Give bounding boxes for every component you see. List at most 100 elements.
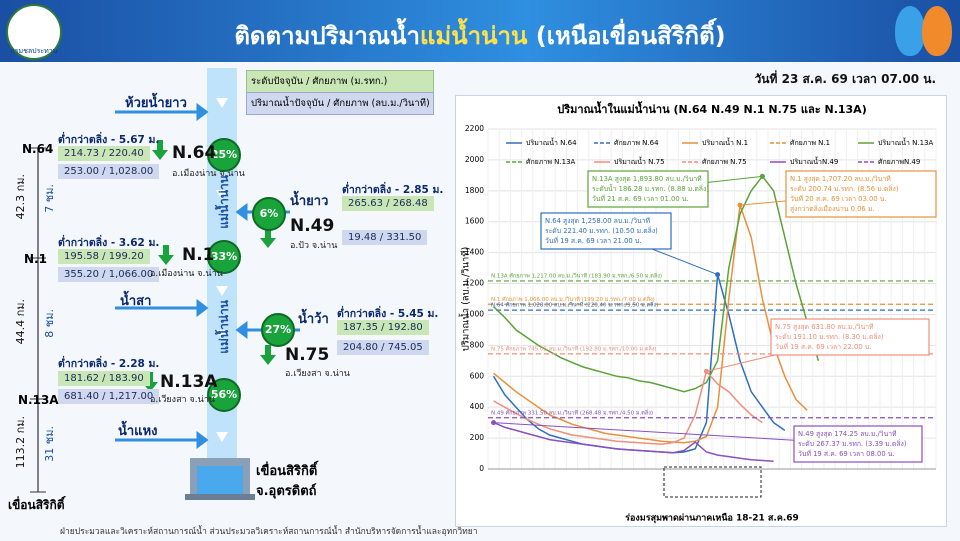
annotation-text: ระดับ 191.10 ม.รทก. (8.30 ม.ตลิ่ง): [775, 332, 884, 341]
annotation-box: [770, 318, 930, 356]
flow-value: 681.40 / 1,217.00: [58, 389, 160, 404]
logo: [6, 4, 62, 60]
axis-station: N.64: [22, 142, 54, 156]
series-line: [493, 369, 763, 446]
legend-label: ปริมาณน้ำ N.13A: [878, 136, 934, 147]
annotation-text: ระดับน้ำ 186.28 ม.รทก. (8.88 ม.ตลิ่ง): [592, 183, 709, 193]
distance-ticks: [30, 147, 46, 493]
location: อ.เมืองน่าน จ.น่าน: [172, 169, 245, 179]
y-tick-label: 200: [470, 433, 485, 442]
percent-badge: 56%: [207, 378, 241, 412]
travel-time: 8 ชม.: [43, 308, 56, 338]
header: [0, 0, 960, 62]
y-tick-label: 0: [479, 464, 484, 473]
flow-value: 204.80 / 745.05: [337, 340, 429, 355]
tributary: น้ำแหง: [118, 424, 158, 439]
series-line: [493, 175, 820, 393]
annotation-text: ระดับ 221.40 ม.รทก. (10.50 ม.ตลิ่ง): [545, 226, 658, 235]
y-tick-label: 2200: [465, 124, 484, 133]
annotation-text: N.13A สูงสุด 1,893.80 ลบ.ม./วินาที: [592, 175, 702, 183]
axis-station: เขื่อนสิริกิติ์: [8, 498, 65, 512]
legend-label: ปริมาณน้ำ N.1: [702, 136, 748, 147]
station-name: N.75: [285, 345, 330, 365]
river-arrows: [216, 98, 228, 442]
level-value: 265.63 / 268.48: [342, 196, 434, 211]
percent-badge: 33%: [207, 240, 241, 274]
tributary: น้ำสา: [120, 294, 152, 309]
dam-province: จ.อุตรดิตถ์: [256, 484, 317, 499]
legend-flow: ปริมาณน้ำปัจจุบัน / ศักยภาพ (ลบ.ม./วินาท…: [246, 92, 434, 115]
river-label: แม่น้ำน่าน: [217, 175, 231, 229]
annotation-box: [540, 212, 672, 250]
capacity-label: N.1 ศักยภาพ 1,066.00 ลบ.ม./วินาที (199.2…: [491, 295, 655, 303]
axis-station: N.13A: [18, 393, 59, 407]
peak-marker: [715, 272, 721, 278]
logo-text: กรมชลประทาน: [10, 47, 58, 55]
tributary: น้ำยาว: [290, 194, 329, 209]
peak-marker: [703, 368, 709, 374]
annotation-text: N.75 สูงสุด 631.80 ลบ.ม./วินาที: [775, 323, 874, 331]
location: อ.เวียงสา จ.น่าน: [285, 369, 350, 379]
annotation-text: สูงกว่าตลิ่งเมืองน่าน 0.06 ม.: [790, 204, 875, 213]
annotation-text: N.49 สูงสุด 174.25 ลบ.ม./วินาที: [798, 430, 897, 438]
flow-value: 355.20 / 1,066.00: [58, 267, 160, 282]
travel-time: 31 ชม.: [43, 425, 56, 462]
legend-label: ปริมาณน้ำ N.75: [614, 155, 665, 166]
flow-value: 253.00 / 1,028.00: [58, 164, 160, 179]
annotation-text: วันที่ 19 ส.ค. 69 เวลา 22.00 น.: [775, 342, 872, 351]
annotation-text: วันที่ 19 ส.ค. 69 เวลา 08.00 น.: [798, 449, 895, 458]
highlight-window: [663, 466, 762, 498]
y-tick-label: 1800: [465, 186, 484, 195]
location: อ.เมืองน่าน จ.น่าน: [150, 269, 223, 279]
annotation-text: วันที่ 21 ส.ค. 69 เวลา 01.00 น.: [592, 194, 689, 203]
title: ติดตามปริมาณน้ำแม่น้ำน่าน (เหนือเขื่อนสิ…: [0, 16, 960, 55]
y-tick-label: 1000: [465, 309, 484, 318]
y-tick-label: 1200: [465, 279, 484, 288]
travel-time: 7 ชม.: [43, 184, 56, 213]
bank-diff: ต่ำกว่าตลิ่ง - 5.45 ม.: [337, 308, 439, 320]
percent-badge: 27%: [261, 313, 295, 347]
legend-label: ศักยภาพ N.64: [614, 139, 659, 147]
peak-marker: [737, 202, 743, 208]
axis-station: N.1: [24, 252, 47, 266]
title-highlight: แม่น้ำน่าน: [419, 22, 528, 50]
annotation-text: วันที่ 19 ส.ค. 69 เวลา 21.00 น.: [545, 236, 642, 245]
capacity-label: N.13A ศักยภาพ 1,217.00 ลบ.ม./วินาที (183…: [491, 271, 662, 279]
river-label: แม่น้ำน่าน: [217, 300, 231, 354]
level-value: 214.73 / 220.40: [58, 146, 150, 161]
footer: ฝ่ายประมวลและวิเคราะห์สถานการณ์น้ำ ส่วนป…: [60, 527, 478, 537]
annotation-text: วันที่ 20 ส.ค. 69 เวลา 03.00 น.: [790, 194, 887, 203]
capacity-label: N.75 ศักยภาพ 745.05 ลบ.ม./วินาที (192.80…: [491, 344, 657, 352]
mascot: [922, 6, 952, 56]
chart-title: ปริมาณน้ำในแม่น้ำน่าน (N.64 N.49 N.1 N.7…: [557, 101, 866, 116]
down-arrows: [142, 140, 276, 392]
series-line: [493, 421, 774, 463]
annotation-text: ระดับ 267.37 ม.รทก. (3.39 ม.ตลิ่ง): [798, 439, 907, 448]
y-tick-label: 2000: [465, 155, 484, 164]
level-value: 181.62 / 183.90: [58, 371, 150, 386]
chart-panel: ปริมาณน้ำในแม่น้ำน่าน (N.64 N.49 N.1 N.7…: [455, 95, 947, 527]
annotation-box: [785, 170, 937, 218]
legend-label: ศักยภาพ N.75: [702, 158, 747, 166]
dam-name: เขื่อนสิริกิติ์: [256, 464, 318, 479]
bank-diff: ต่ำกว่าตลิ่ง - 2.85 ม.: [342, 184, 444, 196]
series-line: [493, 204, 808, 444]
legend-label: ศักยภาพN.49: [878, 158, 920, 166]
annotation-text: ระดับ 200.74 ม.รทก. (8.56 ม.ตลิ่ง): [790, 184, 899, 193]
peak-marker: [759, 173, 765, 179]
annotation-box: [587, 170, 709, 208]
y-tick-label: 600: [470, 371, 485, 380]
capacity-label: N.64 ศักยภาพ 1,028.00 ลบ.ม./วินาที (220.…: [491, 301, 658, 309]
tributary: น้ำว้า: [298, 312, 329, 327]
station-name: N.64: [172, 143, 217, 163]
level-value: 187.35 / 192.80: [337, 320, 429, 335]
chart: ปริมาณน้ำในแม่น้ำน่าน (N.64 N.49 N.1 N.7…: [459, 101, 937, 524]
legend-label: ศักยภาพ N.13A: [526, 158, 576, 166]
location: อ.เวียงสา จ.น่าน: [150, 395, 215, 405]
y-tick-label: 1600: [465, 217, 484, 226]
bank-diff: ต่ำกว่าตลิ่ง - 5.67 ม.: [58, 134, 160, 146]
mascot: [895, 6, 925, 56]
station-name: N.13A: [160, 372, 218, 392]
peak-marker: [491, 420, 497, 426]
